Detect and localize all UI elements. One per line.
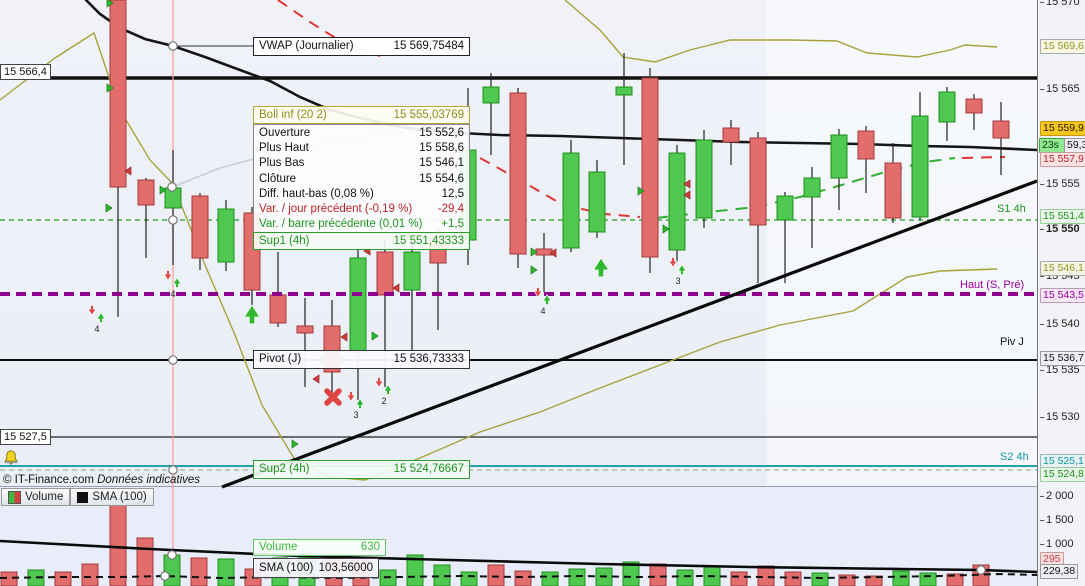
svg-text:4: 4 xyxy=(94,324,99,334)
axis-tick: 15 570 xyxy=(1040,0,1080,8)
axis-tick: 15 565 xyxy=(1040,83,1080,95)
vwap-value: 15 569,75484 xyxy=(393,40,464,52)
axis-value-chip: 229,38 xyxy=(1040,564,1079,579)
pivot-label-box[interactable]: Pivot (J) 15 536,73333 xyxy=(253,350,470,369)
price-level-label-upper[interactable]: 15 566,4 xyxy=(0,64,51,80)
volume-label: Volume xyxy=(259,541,298,553)
legend-volume[interactable]: Volume xyxy=(1,488,71,506)
boll-inf-label: Boll inf (20 2) xyxy=(259,108,327,121)
pivot-value: 15 536,73333 xyxy=(393,353,464,365)
bollinger-lower-label-box[interactable]: Boll inf (20 2) 15 555,03769 xyxy=(253,106,470,124)
axis-tick: 15 540 xyxy=(1040,318,1080,330)
svg-text:3: 3 xyxy=(353,410,358,420)
price-axis[interactable]: 15 570 15 565 15 555 15 550 15 545 15 540 15 5… xyxy=(1037,0,1085,586)
tooltip-row: Plus Bas 15 546,1 xyxy=(259,157,464,170)
volume-value: 630 xyxy=(360,541,380,553)
tooltip-row: Plus Haut 15 558,6 xyxy=(259,142,464,155)
axis-value-chip: 15 524,8 xyxy=(1040,467,1085,482)
alert-bell-icon[interactable] xyxy=(2,449,20,467)
price-level-label-lower[interactable]: 15 527,5 xyxy=(0,429,51,445)
axis-tick: 15 555 xyxy=(1040,178,1080,190)
copyright-note: © IT-Finance.com Données indicatives xyxy=(3,474,201,486)
sma-value-box[interactable]: SMA (100) 103,56000 xyxy=(253,558,379,578)
volume-legend-icon xyxy=(8,490,21,504)
legend-sma[interactable]: SMA (100) xyxy=(70,488,154,506)
svg-text:4: 4 xyxy=(170,289,175,299)
s2-line-tag: S2 4h xyxy=(1000,451,1029,463)
sma-legend-icon xyxy=(77,491,89,503)
axis-value-chip: 59,3 xyxy=(1064,138,1085,153)
axis-value-chip: 15 557,9 xyxy=(1040,152,1085,167)
plot-canvas[interactable]: 4 4 3 2 4 3 xyxy=(0,0,1037,586)
axis-tick: 15 530 xyxy=(1040,411,1080,423)
sup1-value: 15 551,43333 xyxy=(393,234,464,247)
sup2-label: Sup2 (4h) xyxy=(259,463,310,475)
sup2-label-box[interactable]: Sup2 (4h) 15 524,76667 xyxy=(253,460,470,479)
tooltip-row: Ouverture 15 552,6 xyxy=(259,127,464,139)
axis-value-chip: 15 559,9 xyxy=(1040,121,1085,136)
axis-tick: 1 500 xyxy=(1040,514,1074,526)
pane-separator[interactable] xyxy=(0,486,1085,487)
volume-pane-legend: Volume SMA (100) xyxy=(1,488,154,506)
axis-value-chip: 15 551,4 xyxy=(1040,209,1085,224)
axis-tick: 2 000 xyxy=(1040,490,1074,502)
s1-line-tag: S1 4h xyxy=(997,203,1026,215)
axis-tick: 1 000 xyxy=(1040,538,1074,550)
sma-value: 103,56000 xyxy=(318,561,373,574)
pivot-line-tag: Piv J xyxy=(1000,336,1024,348)
axis-value-chip: 15 543,5 xyxy=(1040,288,1085,303)
axis-value-chip: 15 536,7 xyxy=(1040,351,1085,366)
svg-text:4: 4 xyxy=(540,306,545,316)
tooltip-row-var-day: Var. / jour précédent (-0,19 %) -29,4 xyxy=(259,203,464,216)
vwap-label: VWAP (Journalier) xyxy=(259,40,354,52)
sma-label: SMA (100) xyxy=(259,561,314,574)
svg-text:3: 3 xyxy=(675,276,680,286)
axis-value-chip: 15 569,6 xyxy=(1040,39,1085,54)
tooltip-row: Clôture 15 554,6 xyxy=(259,172,464,185)
vwap-label-box[interactable]: VWAP (Journalier) 15 569,75484 xyxy=(253,37,470,56)
axis-tick: 15 550 xyxy=(1040,223,1080,235)
sup1-label: Sup1 (4h) xyxy=(259,234,310,247)
boll-inf-value: 15 555,03769 xyxy=(393,108,464,121)
tooltip-row-var-bar: Var. / barre précédente (0,01 %) +1,5 xyxy=(259,218,464,231)
haut-line-tag: Haut (S, Pré) xyxy=(960,279,1025,291)
svg-text:2: 2 xyxy=(381,396,386,406)
bar-data-tooltip: Ouverture 15 552,6 Plus Haut 15 558,6 Plus… xyxy=(253,124,470,235)
disclaimer: Données indicatives xyxy=(97,474,201,486)
sup2-value: 15 524,76667 xyxy=(393,463,464,475)
axis-value-chip: 15 546,1 xyxy=(1040,261,1085,276)
axis-tick: 15 535 xyxy=(1040,364,1080,376)
axis-value-chip: 15 525,1 xyxy=(1040,454,1085,469)
volume-value-box[interactable]: Volume 630 xyxy=(253,539,386,556)
pivot-label: Pivot (J) xyxy=(259,353,302,365)
tooltip-row: Diff. haut-bas (0,08 %) 12,5 xyxy=(259,187,464,200)
sup1-label-box[interactable]: Sup1 (4h) 15 551,43333 xyxy=(253,232,470,250)
